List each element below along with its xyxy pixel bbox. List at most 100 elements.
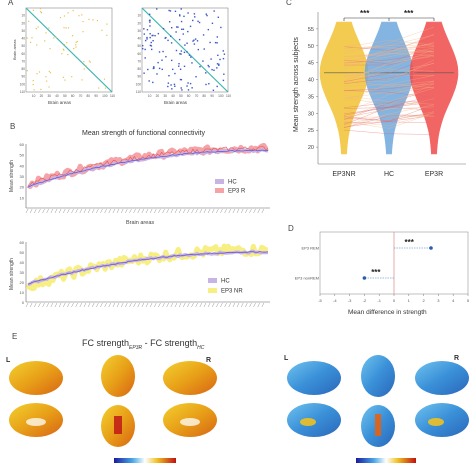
matrix-right-cell [180,87,182,89]
x-area-tick [54,302,58,308]
matrix-left-cell [36,73,38,75]
x-area-tick [149,302,153,308]
x-area-tick [91,302,95,308]
x-area-tick [145,302,149,308]
matrix-left-cell [32,80,34,82]
matrix-right-cell [205,72,207,74]
matrix-right-cell [183,15,185,18]
subject-line [343,115,435,122]
matrix-left-cell [36,44,38,46]
x-area-tick [104,208,107,214]
matrix-right-cell [178,62,180,65]
top-ytick: 10 [20,195,25,200]
x-area-tick [129,302,132,308]
matrix-right-cell [180,20,183,23]
matrix-left-cell [40,12,43,14]
x-area-tick [232,302,236,308]
panel-e-title-sub1: EP3R [129,344,143,351]
x-area-tick [236,302,240,308]
x-area-tick [253,302,256,308]
brain-left-R: R [206,357,211,364]
matrix-tick-x: 100 [218,94,224,98]
matrix-tick-y: 70 [21,59,25,63]
matrix-left-cell [53,37,55,39]
x-area-tick [191,208,194,214]
dot-xtick-label: 5 [467,298,470,303]
matrix-left-cell [75,46,77,48]
violin-ytick-label: 30 [308,111,314,117]
matrix-right-cell [183,51,186,54]
matrix-left-cell [48,27,50,29]
matrix-tick-x: 100 [102,94,108,98]
brain-lateral-left [9,361,63,395]
x-area-tick [220,302,223,308]
matrix-tick-x: 70 [79,94,83,98]
subject-line [343,87,435,102]
matrix-left-cell [85,65,87,67]
matrix-tick-x: 20 [156,94,160,98]
bottom-ytick: 30 [20,270,25,275]
x-area-tick [203,302,207,308]
matrix-right-cell [162,50,164,53]
matrix-right-cell [152,34,154,37]
dot-xtick-label: -2 [363,298,367,303]
matrix-left-cell [106,34,108,36]
x-area-tick [79,208,83,214]
matrix-left-cell [67,12,69,14]
x-area-tick [87,302,91,308]
matrix-tick-x: 40 [171,94,175,98]
x-area-tick [195,208,198,214]
matrix-left-cell [26,70,28,72]
x-area-tick [58,302,62,308]
matrix-right-cell [194,38,197,40]
subject-line [343,107,435,115]
matrix-right-cell [171,88,173,90]
dot-category-label: EP3 nonREM [295,276,319,281]
matrix-left-cell [30,41,32,44]
matrix-right-cell [180,8,182,10]
x-area-tick [162,302,165,308]
x-area-tick [207,208,211,214]
matrix-left-cell [33,89,35,91]
subject-line [343,83,435,93]
dot-significance: *** [405,238,415,247]
matrix-right-cell [214,41,217,44]
brain-right-L: L [284,355,289,362]
panel-a-letter: A [8,0,14,7]
matrix-tick-y: 80 [137,67,141,71]
subject-line [343,53,435,64]
matrix-right-cell [170,42,173,44]
x-area-tick [183,208,186,214]
matrix-right-cell [184,44,186,46]
matrix-right-cell [216,63,219,65]
matrix-tick-x: 60 [71,94,75,98]
matrix-tick-y: 110 [136,90,141,94]
matrix-right-cell [174,72,176,75]
matrix-right-cell [144,48,146,51]
bottom-ytick: 40 [20,260,25,265]
matrix-right-cell [182,33,184,35]
matrix-left-cell [48,70,50,73]
violin-chart: 20 25 30 35 40 45 50 55 EP3NR HC EP3R *** *** Mea… [293,9,466,178]
matrix-left-cell [31,37,33,39]
matrix-left-cell [64,79,66,81]
matrix-right-cell [187,30,189,33]
matrix-left-cell [45,76,47,78]
legend-bot-ep3nr-swatch [208,288,217,293]
x-area-tick [96,208,99,214]
matrix-left-cell [44,40,46,42]
dot-xtick-label: -5 [318,298,322,303]
matrix-right-cell [183,65,186,68]
top-ytick: 50 [20,153,25,158]
matrix-right-cell [144,57,146,59]
matrix-right-cell [186,51,188,53]
matrix-right-cell [167,82,170,84]
dot-category-label: EP3 REM [301,246,319,251]
subject-line [343,99,435,125]
matrix-right-cell [153,66,155,68]
matrix-right-cell [189,82,192,85]
matrix-left-cell [81,79,83,81]
matrix-right-cell [216,67,218,69]
matrix-right-cell [180,50,183,52]
